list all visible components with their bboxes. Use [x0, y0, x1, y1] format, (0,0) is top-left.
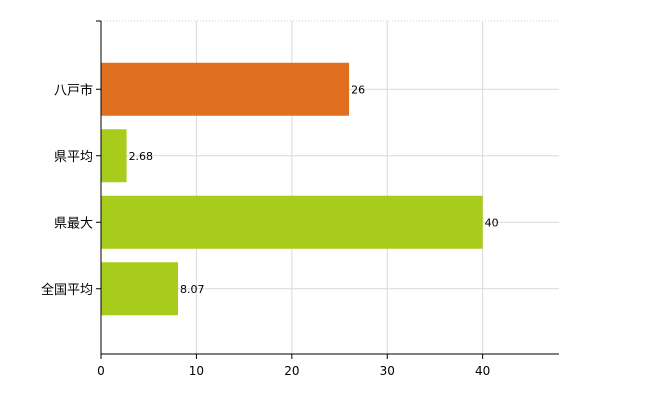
category-label: 八戸市: [54, 82, 93, 98]
x-tick-label: 0: [97, 364, 105, 378]
x-tick-label: 10: [189, 364, 204, 378]
bar: [101, 262, 179, 316]
bar: [101, 62, 350, 116]
data-label: 8.07: [180, 283, 205, 296]
data-label: 40: [485, 216, 499, 229]
bar: [101, 129, 127, 183]
x-tick-label: 20: [284, 364, 299, 378]
x-tick-label: 30: [380, 364, 395, 378]
category-label: 県最大: [54, 216, 93, 231]
data-label: 2.68: [129, 150, 154, 163]
data-label: 26: [351, 83, 365, 96]
category-label: 県平均: [54, 150, 93, 165]
x-tick-label: 40: [475, 364, 490, 378]
category-label: 全国平均: [41, 282, 93, 298]
bar: [101, 195, 483, 249]
